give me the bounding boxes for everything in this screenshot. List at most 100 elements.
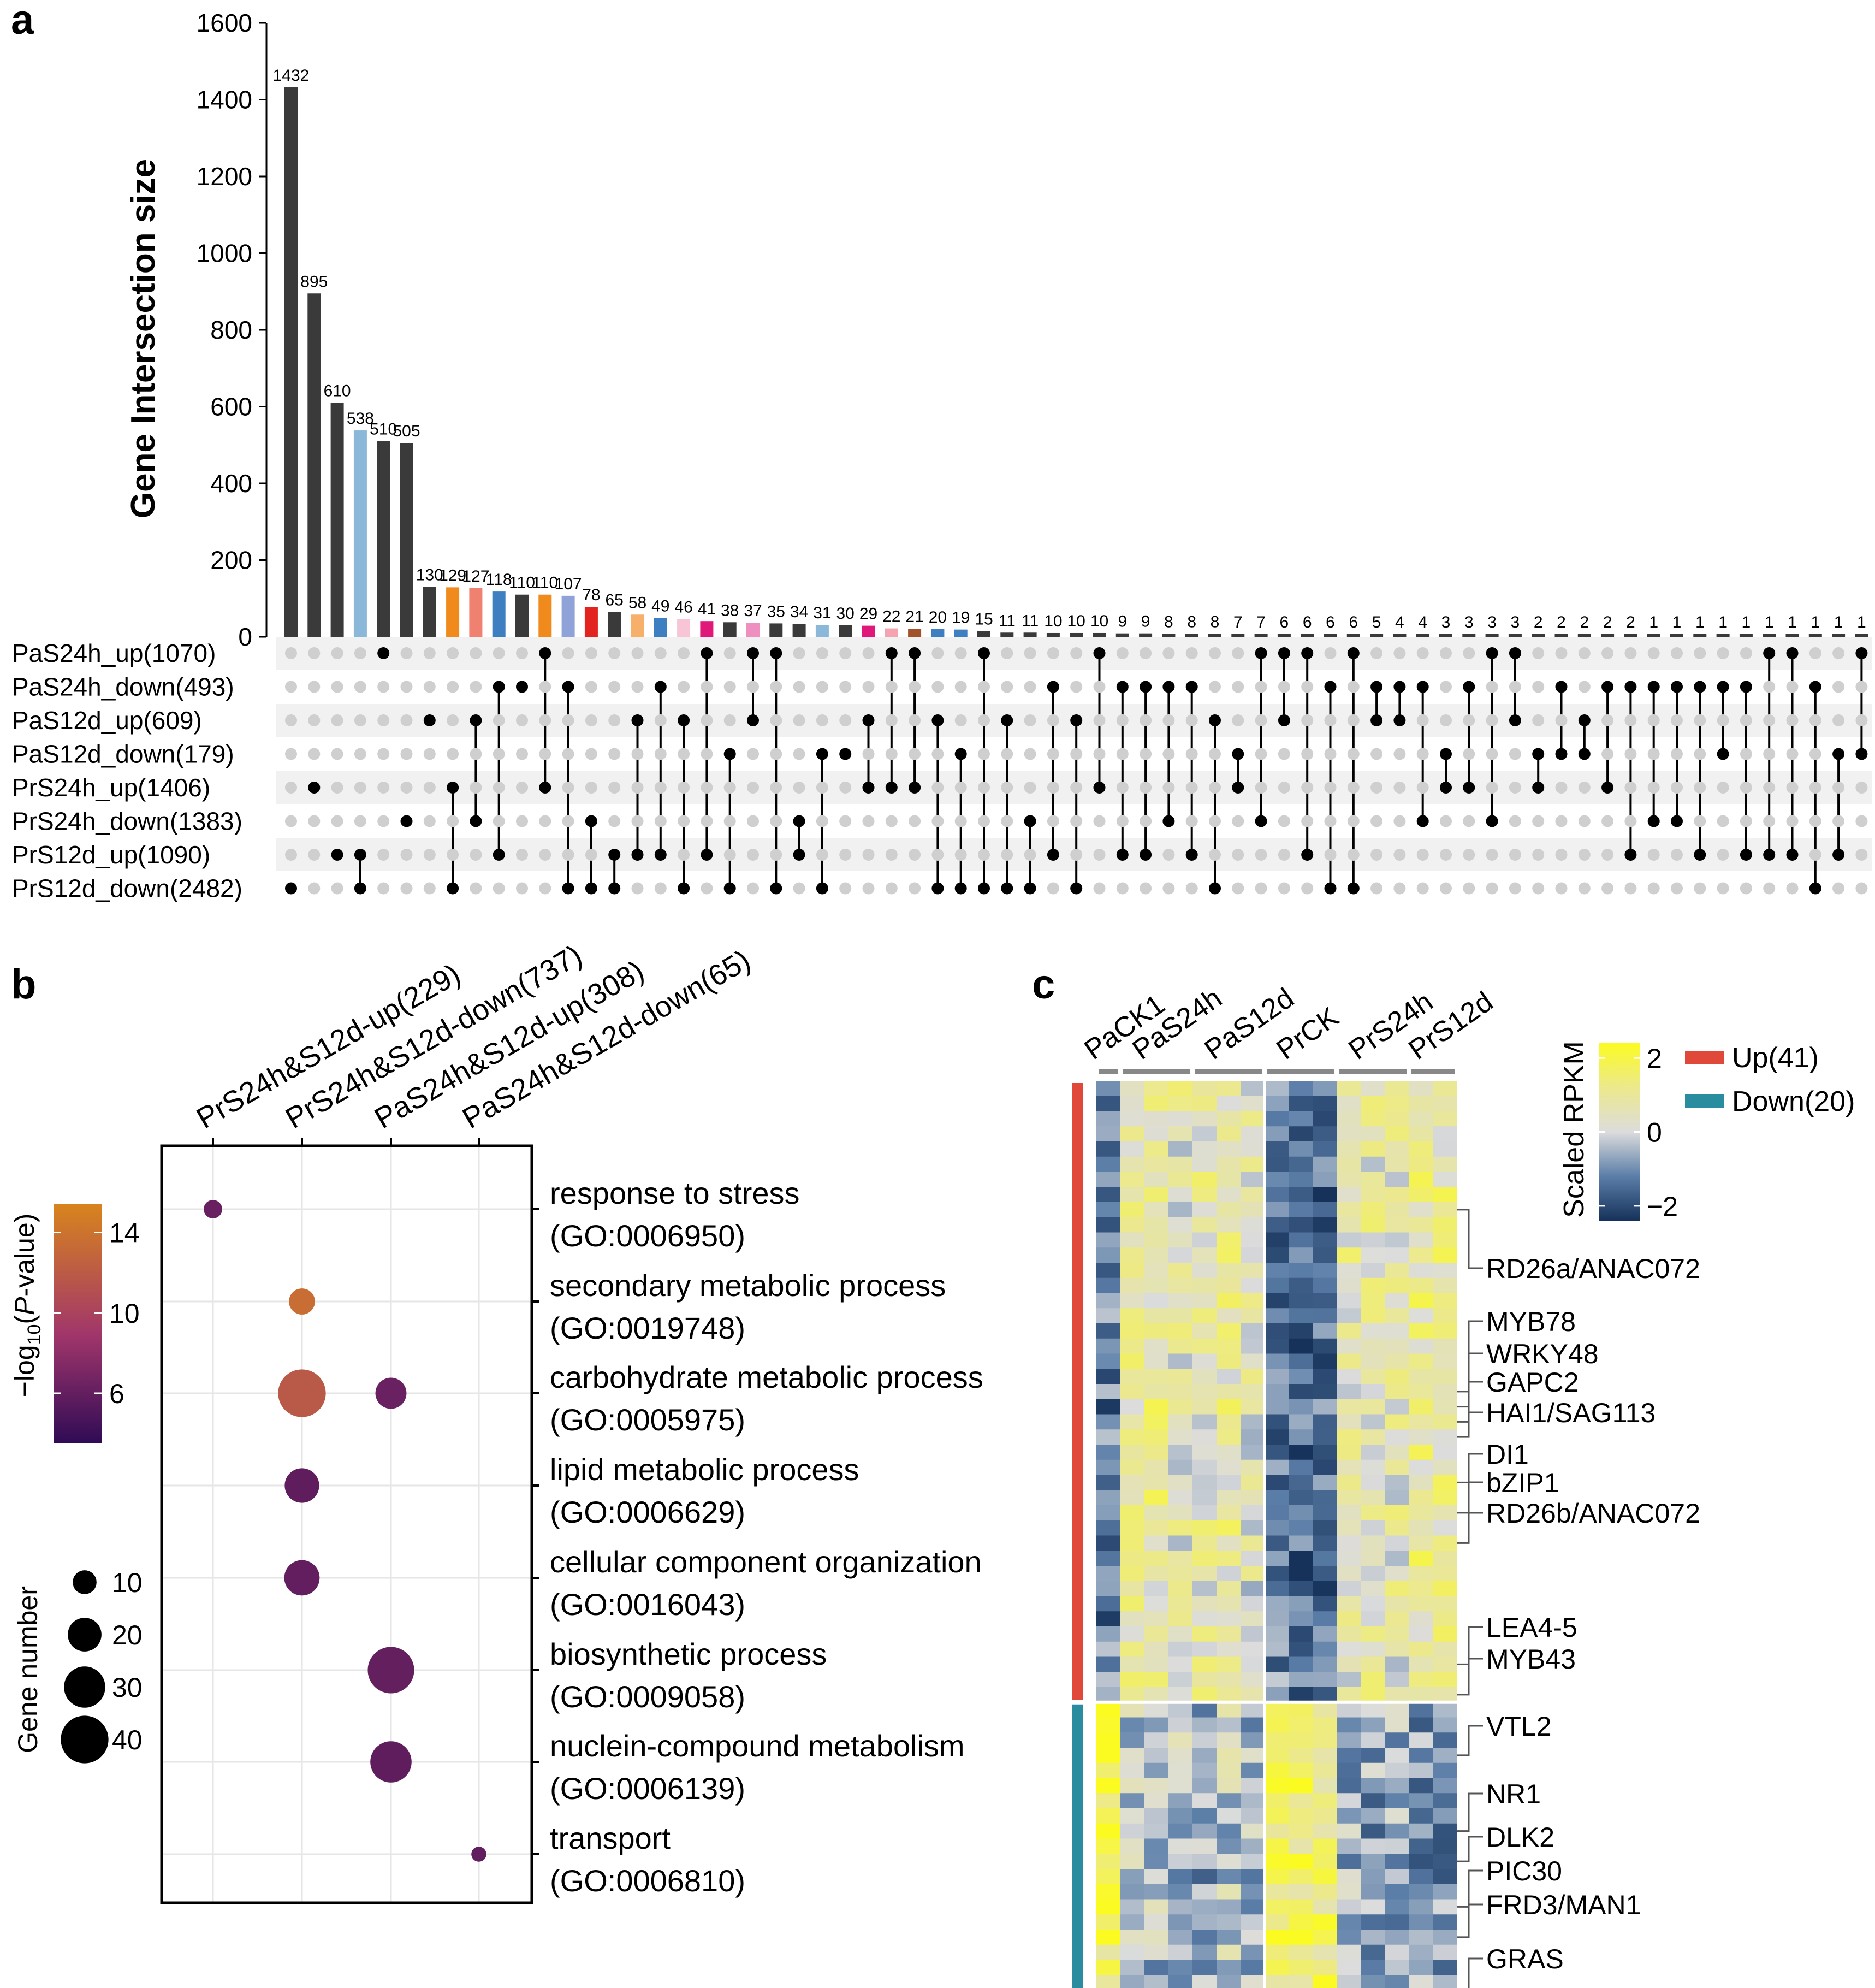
size-key-label: 40	[112, 1725, 143, 1755]
membership-dot-empty	[1786, 681, 1799, 693]
membership-dot-empty	[1024, 714, 1036, 726]
set-label: PaS24h_up(1070)	[12, 639, 216, 667]
heatmap-cell	[1241, 1823, 1265, 1839]
heatmap-cell	[1168, 1202, 1193, 1218]
membership-dot-filled	[723, 748, 736, 760]
heatmap-cell	[1144, 1429, 1169, 1445]
heatmap-cell	[1144, 1960, 1169, 1975]
membership-dot-empty	[285, 714, 297, 726]
heatmap-cell	[1217, 1475, 1241, 1490]
membership-dot-filled	[1162, 815, 1175, 827]
membership-dot-empty	[1001, 815, 1013, 827]
membership-dot-filled	[1624, 681, 1637, 693]
heatmap-cell	[1120, 1762, 1145, 1779]
heatmap-cell	[1192, 1793, 1217, 1809]
membership-dot-empty	[1140, 815, 1152, 827]
upset-bar-value: 1432	[273, 67, 310, 85]
heatmap-cell	[1385, 1490, 1409, 1506]
membership-dot-empty	[954, 681, 967, 693]
heatmap-cell	[1433, 1232, 1457, 1248]
membership-dot-empty	[1578, 782, 1591, 794]
upset-bar-value: 1	[1649, 613, 1658, 631]
heatmap-cell	[1241, 1263, 1265, 1279]
upset-bar	[1393, 634, 1407, 637]
upset-bar	[1808, 634, 1822, 637]
heatmap-cell	[1217, 1899, 1241, 1915]
membership-dot-empty	[885, 681, 898, 693]
membership-dot-empty	[1070, 815, 1083, 827]
membership-dot-empty	[1324, 782, 1337, 794]
heatmap-cell	[1409, 1096, 1433, 1112]
upset-bar	[1093, 632, 1106, 637]
heatmap-cell	[1409, 1702, 1433, 1718]
membership-dot-empty	[1763, 714, 1776, 726]
heatmap-cell	[1168, 1581, 1193, 1597]
heatmap-cell	[1217, 1535, 1241, 1551]
heatmap-cell	[1120, 1126, 1145, 1142]
upset-bar-value: 2	[1580, 613, 1589, 631]
heatmap-cell	[1096, 1475, 1121, 1490]
heatmap-cell	[1192, 1202, 1217, 1218]
upset-bar	[538, 594, 552, 637]
membership-dot-filled	[1671, 815, 1683, 827]
membership-dot-empty	[1047, 882, 1059, 895]
membership-dot-filled	[1024, 815, 1036, 827]
upset-bar-value: 10	[1067, 612, 1085, 630]
upset-bar-value: 1	[1742, 613, 1751, 631]
heatmap-cell	[1217, 1869, 1241, 1885]
membership-dot-empty	[1024, 647, 1036, 659]
heatmap-cell	[1433, 1626, 1457, 1642]
membership-dot-filled	[909, 782, 921, 794]
heatmap-cell	[1361, 1717, 1385, 1733]
heatmap-cell	[1241, 1687, 1265, 1703]
membership-dot-empty	[1509, 882, 1521, 895]
heatmap-cell	[1313, 1247, 1337, 1263]
heatmap-cell	[1289, 1960, 1313, 1975]
heatmap-cell	[1361, 1459, 1385, 1476]
heatmap-cell	[1217, 1172, 1241, 1187]
membership-dot-empty	[1001, 681, 1013, 693]
heatmap-cell	[1361, 1975, 1385, 1988]
heatmap-cell	[1192, 1960, 1217, 1975]
membership-dot-empty	[793, 647, 805, 659]
heatmap-cell	[1433, 1808, 1457, 1824]
heatmap-cell	[1433, 1384, 1457, 1400]
membership-dot-empty	[1278, 882, 1290, 895]
heatmap-cell	[1433, 1399, 1457, 1415]
membership-dot-empty	[1370, 782, 1383, 794]
heatmap-cell	[1409, 1854, 1433, 1869]
upset-bar	[1670, 634, 1683, 637]
membership-dot-empty	[654, 815, 667, 827]
membership-dot-empty	[285, 782, 297, 794]
heatmap-cell	[1265, 1732, 1289, 1748]
heatmap-cell	[1168, 1899, 1193, 1915]
heatmap-cell	[1337, 1096, 1361, 1112]
heatmap-cell	[1096, 1641, 1121, 1658]
membership-dot-empty	[285, 748, 297, 760]
membership-dot-empty	[1601, 815, 1614, 827]
heatmap-cell	[1409, 1899, 1433, 1915]
heatmap-cell	[1192, 1308, 1217, 1324]
heatmap-cell	[1313, 1748, 1337, 1764]
upset-bar	[954, 629, 968, 637]
heatmap-cell	[1337, 1611, 1361, 1627]
membership-dot-empty	[516, 849, 528, 861]
membership-dot-filled	[1255, 815, 1267, 827]
go-bubble	[370, 1741, 412, 1783]
heatmap-cell	[1433, 1930, 1457, 1945]
heatmap-cell	[1144, 1187, 1169, 1203]
membership-dot-empty	[839, 815, 852, 827]
heatmap-cell	[1289, 1930, 1313, 1945]
heatmap-cell	[1409, 1717, 1433, 1733]
upset-bar	[839, 625, 852, 637]
membership-dot-filled	[1140, 681, 1152, 693]
gene-leader-line	[1457, 1869, 1483, 1908]
heatmap-cell	[1120, 1930, 1145, 1945]
heatmap-cell	[1192, 1232, 1217, 1248]
membership-dot-empty	[447, 681, 459, 693]
heatmap-cell	[1433, 1793, 1457, 1809]
membership-dot-empty	[1255, 782, 1267, 794]
membership-dot-empty	[1393, 882, 1406, 895]
membership-dot-empty	[1116, 748, 1129, 760]
